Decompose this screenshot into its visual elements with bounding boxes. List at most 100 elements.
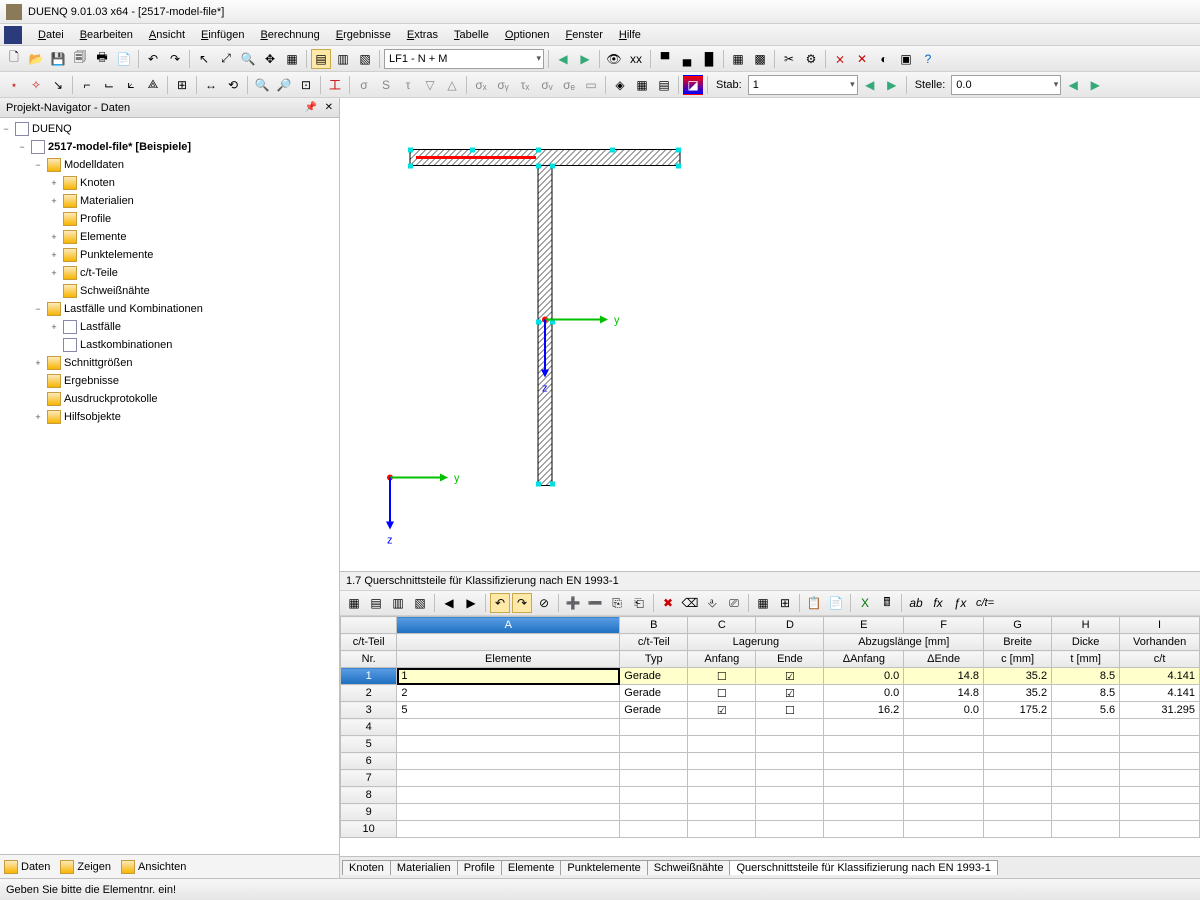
tree-item[interactable]: −2517-model-file* [Beispiele]	[0, 138, 339, 156]
help-icon[interactable]: ?	[918, 49, 938, 69]
node-icon[interactable]: ⨯	[830, 49, 850, 69]
zoom-fit-icon[interactable]: ⤢	[216, 49, 236, 69]
stab-next-icon[interactable]: ▶	[882, 75, 902, 95]
data-tab[interactable]: Knoten	[342, 860, 391, 875]
tree-item[interactable]: +Punktelemente	[0, 246, 339, 264]
data-tab[interactable]: Schweißnähte	[647, 860, 731, 875]
data-tab[interactable]: Querschnittsteile für Klassifizierung na…	[729, 860, 997, 875]
tree-item[interactable]: +Lastfälle	[0, 318, 339, 336]
nav-next-icon[interactable]: ▶	[575, 49, 595, 69]
results-1-icon[interactable]: ▀	[655, 49, 675, 69]
tree-item[interactable]: +c/t-Teile	[0, 264, 339, 282]
open-icon[interactable]: 📂	[26, 49, 46, 69]
tbl-btn-12[interactable]: ⎘	[607, 593, 627, 613]
draw-1-icon[interactable]: ⌐	[77, 75, 97, 95]
tbl-btn-18[interactable]: ▦	[753, 593, 773, 613]
preview-icon[interactable]: 📄	[114, 49, 134, 69]
tbl-btn-13[interactable]: ⎗	[629, 593, 649, 613]
results-2-icon[interactable]: ▄	[677, 49, 697, 69]
menu-ansicht[interactable]: Ansicht	[141, 27, 193, 43]
tbl-excel-icon[interactable]: X	[855, 593, 875, 613]
tree-item[interactable]: Ausdruckprotokolle	[0, 390, 339, 408]
tree-item[interactable]: Profile	[0, 210, 339, 228]
tbl-btn-15[interactable]: ⌫	[680, 593, 700, 613]
move-icon[interactable]: ↔	[201, 75, 221, 95]
tbl-btn-14[interactable]: ✖	[658, 593, 678, 613]
data-tab[interactable]: Elemente	[501, 860, 561, 875]
snap-3-icon[interactable]: ↘	[48, 75, 68, 95]
grid-2-icon[interactable]: ▩	[750, 49, 770, 69]
tbl-btn-21[interactable]: 📄	[826, 593, 846, 613]
tree-item[interactable]: +Materialien	[0, 192, 339, 210]
sigma-1-icon[interactable]: σ	[354, 75, 374, 95]
cursor-icon[interactable]: ↖	[194, 49, 214, 69]
tbl-btn-2[interactable]: ▤	[366, 593, 386, 613]
tbl-btn-7[interactable]: ↶	[490, 593, 510, 613]
tbl-btn-19[interactable]: ⊞	[775, 593, 795, 613]
stab-prev-icon[interactable]: ◀	[860, 75, 880, 95]
zoom-in-icon[interactable]: 🔍	[252, 75, 272, 95]
menu-hilfe[interactable]: Hilfe	[611, 27, 649, 43]
tbl-btn-5[interactable]: ◀	[439, 593, 459, 613]
draw-2-icon[interactable]: ⌙	[99, 75, 119, 95]
stress-5-icon[interactable]: σₑ	[559, 75, 579, 95]
rotate-icon[interactable]: ⟲	[223, 75, 243, 95]
save-all-icon[interactable]: 🗐	[70, 49, 90, 69]
render-3-icon[interactable]: ▤	[654, 75, 674, 95]
tree-item[interactable]: +Knoten	[0, 174, 339, 192]
stress-4-icon[interactable]: σᵥ	[537, 75, 557, 95]
tree-item[interactable]: +Elemente	[0, 228, 339, 246]
layout-2-icon[interactable]: ▥	[333, 49, 353, 69]
tree-item[interactable]: −Modelldaten	[0, 156, 339, 174]
layout-1-icon[interactable]: ▤	[311, 49, 331, 69]
pin-icon[interactable]: 📌	[305, 102, 317, 113]
stress-2-icon[interactable]: σᵧ	[493, 75, 513, 95]
stress-1-icon[interactable]: σₓ	[471, 75, 491, 95]
tbl-btn-11[interactable]: ➖	[585, 593, 605, 613]
snap-1-icon[interactable]: ⋆	[4, 75, 24, 95]
menu-optionen[interactable]: Optionen	[497, 27, 558, 43]
stelle-prev-icon[interactable]: ◀	[1063, 75, 1083, 95]
color-icon[interactable]: ◪	[683, 75, 703, 95]
new-icon[interactable]: 🗋	[4, 49, 24, 69]
stress-3-icon[interactable]: τₓ	[515, 75, 535, 95]
tool-a-icon[interactable]: ✂	[779, 49, 799, 69]
zoom-out-icon[interactable]: 🔎	[274, 75, 294, 95]
tbl-btn-3[interactable]: ▥	[388, 593, 408, 613]
menu-einfügen[interactable]: Einfügen	[193, 27, 252, 43]
menu-bearbeiten[interactable]: Bearbeiten	[72, 27, 141, 43]
data-tab[interactable]: Profile	[457, 860, 502, 875]
section-view-icon[interactable]: 工	[325, 75, 345, 95]
tbl-fx2-icon[interactable]: fx	[928, 593, 948, 613]
viewport[interactable]: y z y z	[340, 98, 1200, 572]
menu-ergebnisse[interactable]: Ergebnisse	[328, 27, 399, 43]
draw-4-icon[interactable]: ⟁	[143, 75, 163, 95]
render-2-icon[interactable]: ▦	[632, 75, 652, 95]
menu-tabelle[interactable]: Tabelle	[446, 27, 497, 43]
navigator-tree[interactable]: −DUENQ−2517-model-file* [Beispiele]−Mode…	[0, 118, 339, 854]
align-icon[interactable]: ⊞	[172, 75, 192, 95]
tree-item[interactable]: +Hilfsobjekte	[0, 408, 339, 426]
menu-extras[interactable]: Extras	[399, 27, 446, 43]
tool-b-icon[interactable]: ⚙	[801, 49, 821, 69]
stelle-combo[interactable]: 0.0	[951, 75, 1061, 95]
nav-prev-icon[interactable]: ◀	[553, 49, 573, 69]
menu-datei[interactable]: Datei	[30, 27, 72, 43]
tree-item[interactable]: Lastkombinationen	[0, 336, 339, 354]
redo-icon[interactable]: ↷	[165, 49, 185, 69]
stab-combo[interactable]: 1	[748, 75, 858, 95]
tbl-btn-20[interactable]: 📋	[804, 593, 824, 613]
calc-icon[interactable]: xx	[626, 49, 646, 69]
zoom-window-icon[interactable]: ⊡	[296, 75, 316, 95]
data-table[interactable]: ABCDEFGHIc/t-Teilc/t-TeilLagerungAbzugsl…	[340, 616, 1200, 838]
grid-1-icon[interactable]: ▦	[728, 49, 748, 69]
menu-fenster[interactable]: Fenster	[558, 27, 611, 43]
data-tab[interactable]: Materialien	[390, 860, 458, 875]
render-1-icon[interactable]: ◈	[610, 75, 630, 95]
zoom-icon[interactable]: 🔍	[238, 49, 258, 69]
sigma-5-icon[interactable]: △	[442, 75, 462, 95]
tbl-btn-17[interactable]: ⎚	[724, 593, 744, 613]
pan-icon[interactable]: ✥	[260, 49, 280, 69]
snap-2-icon[interactable]: ✧	[26, 75, 46, 95]
eye-icon[interactable]: 👁	[604, 49, 624, 69]
